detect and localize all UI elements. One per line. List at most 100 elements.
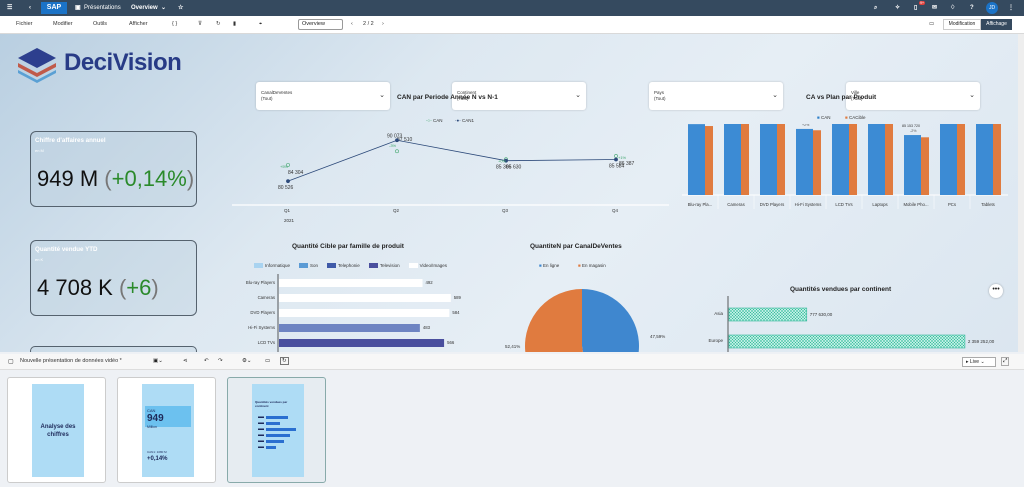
filter-canal[interactable]: CanalDeVentes (Tout) ⌄ bbox=[256, 82, 390, 110]
legend-cacible: ■ CACible bbox=[845, 115, 866, 120]
redo-icon[interactable]: ↷ bbox=[218, 358, 223, 364]
hbar-chart[interactable]: Blu-ray Players 492 Cameras 589 DVD Players 5… bbox=[232, 274, 482, 352]
bar-can bbox=[904, 135, 921, 195]
mode-edit-button[interactable]: Modification bbox=[943, 19, 981, 30]
more-icon[interactable]: ⋮ bbox=[1008, 5, 1014, 11]
notification-icon[interactable]: ▯ bbox=[914, 5, 918, 11]
bar-cacible bbox=[993, 124, 1001, 195]
avatar[interactable]: JD bbox=[986, 2, 998, 14]
bar-pct-label: +2% bbox=[802, 124, 810, 127]
device-icon[interactable]: ▭ bbox=[929, 21, 935, 27]
menu-view[interactable]: Afficher bbox=[129, 21, 148, 27]
slide-3-title: Quantités vendues par continent bbox=[255, 400, 288, 408]
kpi-value: 4 708 K (+6) bbox=[37, 275, 159, 301]
story-title[interactable]: Overview bbox=[131, 5, 158, 11]
slide-2-foot: CAN1: 1080 M bbox=[147, 450, 167, 454]
code-icon[interactable]: { } bbox=[172, 21, 178, 27]
settings-icon[interactable]: ⚙⌄ bbox=[242, 358, 252, 364]
continent-chart[interactable]: Asia 777 630,00 Europe 2 359 252,00 bbox=[680, 296, 1010, 352]
slide-1-preview: Analyse des chiffres bbox=[32, 384, 84, 477]
mode-view-button[interactable]: Affichage bbox=[981, 19, 1012, 30]
menu-icon[interactable]: ☰ bbox=[7, 5, 13, 11]
help-icon[interactable]: ? bbox=[970, 5, 974, 11]
more-options-button[interactable]: ••• bbox=[989, 284, 1003, 298]
undo-icon[interactable]: ↶ bbox=[204, 358, 209, 364]
bar-pct-label: -2% bbox=[910, 129, 917, 133]
data-point bbox=[504, 158, 508, 163]
slide-2-label: CAN bbox=[147, 408, 156, 413]
kpi-quantity[interactable]: Quantité vendue YTD en K 4 708 K (+6) bbox=[30, 240, 197, 316]
filter-name: CanalDeVentes bbox=[261, 90, 293, 95]
pie-slice bbox=[525, 289, 583, 352]
refresh-icon[interactable]: ↻ bbox=[280, 357, 289, 365]
slide-2-value: 949 bbox=[147, 413, 164, 424]
vertical-scrollbar[interactable] bbox=[1018, 34, 1024, 352]
legend-item: Telephonie bbox=[327, 263, 360, 269]
legend-can: -○- CAN bbox=[426, 118, 443, 123]
save-icon[interactable]: ▣⌄ bbox=[153, 358, 163, 364]
menu-file[interactable]: Fichier bbox=[16, 21, 33, 27]
menu-edit[interactable]: Modifier bbox=[53, 21, 73, 27]
next-page-icon[interactable]: › bbox=[382, 21, 384, 27]
pie-chart[interactable]: 47,59% 52,41% bbox=[480, 274, 680, 352]
line-chart[interactable]: 84 304 87 510 85 630 86 387 80 526 90 073 85 3… bbox=[232, 122, 672, 222]
share-icon[interactable]: ⋖ bbox=[183, 358, 188, 364]
live-select[interactable]: ▸ Live ⌄ bbox=[962, 357, 996, 367]
slide-2-preview: CAN 949 Million CAN1: 1080 M +0,14% bbox=[142, 384, 194, 477]
story-menu-chevron-icon[interactable]: ⌄ bbox=[161, 5, 167, 11]
page-select[interactable]: Overview bbox=[298, 19, 343, 30]
y-tick-label: DVD Players bbox=[250, 310, 275, 315]
lightbulb-icon[interactable]: ♢ bbox=[950, 5, 956, 11]
filter-icon[interactable]: ⊽ bbox=[198, 21, 203, 27]
slide-thumbnail-1[interactable]: Analyse des chiffres bbox=[7, 377, 106, 483]
bar-chart[interactable]: 100 734 991+3%Blu-ray Pla...113 060 437+… bbox=[680, 124, 1010, 259]
search-icon[interactable]: ⌕ bbox=[874, 5, 878, 11]
kpi-revenue[interactable]: Chiffre d'affaires annuel en M 949 M (+0… bbox=[30, 131, 197, 207]
mini-label bbox=[258, 446, 264, 448]
refresh-icon[interactable]: ↻ bbox=[216, 21, 221, 27]
mini-bar bbox=[266, 428, 296, 431]
slide-thumbnail-2[interactable]: CAN 949 Million CAN1: 1080 M +0,14% bbox=[117, 377, 216, 483]
mini-label bbox=[258, 422, 264, 424]
legend-enmagasin: ■ En magasin bbox=[578, 263, 606, 268]
filter-ville[interactable]: Ville (Tout) ⌄ bbox=[846, 82, 980, 110]
slide-thumbnail-3[interactable]: Quantités vendues par continent bbox=[227, 377, 326, 483]
chat-icon[interactable]: ✉ bbox=[932, 5, 938, 11]
kpi-value: 949 M (+0,14%) bbox=[37, 166, 194, 192]
expand-icon[interactable]: ⤢ bbox=[1001, 357, 1010, 366]
chevron-down-icon: ⌄ bbox=[969, 92, 975, 99]
filter-pays[interactable]: Pays (Tout) ⌄ bbox=[649, 82, 783, 110]
data-point bbox=[614, 157, 618, 162]
pin-icon[interactable]: ⌖ bbox=[259, 21, 263, 27]
bottom-panel-icon: ▢ bbox=[8, 359, 14, 365]
legend-cacible-swatch: ■ bbox=[845, 115, 848, 120]
x-tick-label: Hi-Fi Systems bbox=[795, 202, 822, 207]
hbar-legend: Informatique Son Telephonie Television Video… bbox=[254, 263, 474, 271]
legend-can-label: CAN bbox=[820, 115, 831, 120]
pct-label: +5% bbox=[280, 164, 289, 169]
legend-item: Video/Images bbox=[408, 263, 447, 269]
hbar bbox=[279, 294, 451, 302]
kpi-paren-open: ( bbox=[104, 166, 112, 191]
back-icon[interactable]: ‹ bbox=[29, 5, 31, 11]
bookmark-icon[interactable]: ▮ bbox=[233, 21, 237, 27]
filter-name: Pays bbox=[654, 90, 665, 95]
menu-tools[interactable]: Outils bbox=[93, 21, 108, 27]
continent-data-label: 2 359 252,00 bbox=[968, 339, 995, 344]
app-title[interactable]: Présentations bbox=[84, 5, 121, 11]
pct-label: -3% bbox=[389, 143, 397, 148]
kpi-paren-close: ) bbox=[186, 166, 195, 191]
assistant-icon[interactable]: ✧ bbox=[895, 5, 901, 11]
continent-bar bbox=[728, 307, 808, 322]
continent-chart-title: Quantités vendues par continent bbox=[790, 286, 892, 293]
mini-label bbox=[258, 440, 264, 442]
prev-page-icon[interactable]: ‹ bbox=[351, 21, 353, 27]
filter-continent[interactable]: Continent (Tout) ⌄ bbox=[452, 82, 586, 110]
data-label: 84 304 bbox=[288, 170, 304, 176]
chevron-down-icon: ⌄ bbox=[379, 92, 385, 99]
hbar-chart-title: Quantité Cible par famille de produit bbox=[292, 243, 404, 250]
media-icon[interactable]: ▭ bbox=[265, 358, 271, 364]
mini-label bbox=[258, 428, 264, 430]
favorite-star-icon[interactable]: ☆ bbox=[178, 5, 184, 11]
data-label: 87 510 bbox=[397, 137, 413, 143]
